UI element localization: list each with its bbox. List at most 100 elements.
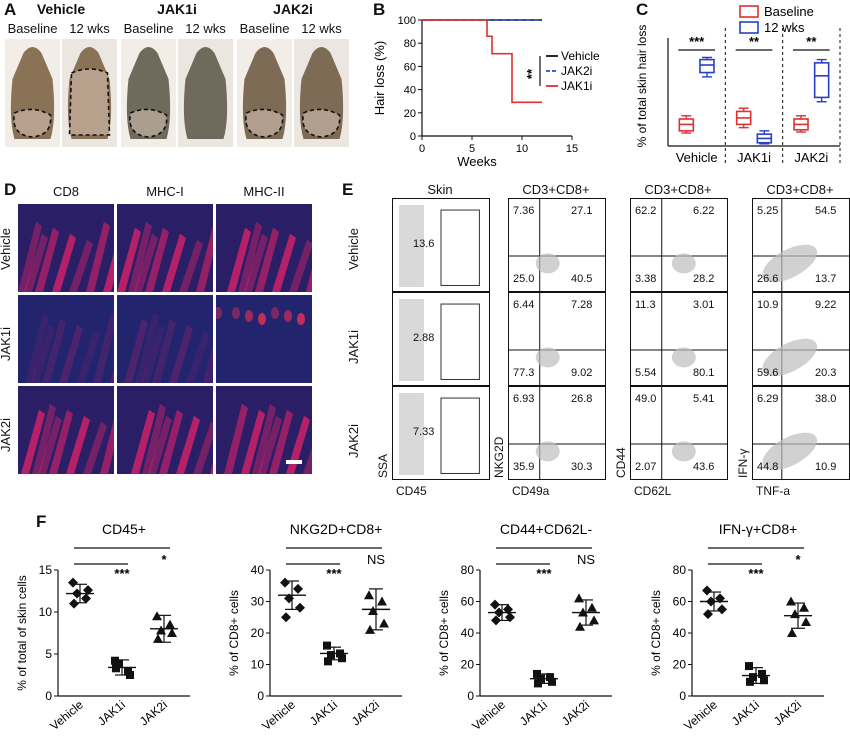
data-point [327, 651, 335, 660]
quadrant-q2: 6.22 [693, 205, 715, 217]
fluorescence-signal [141, 324, 165, 383]
micrograph [18, 386, 114, 474]
group-title: JAK1i [157, 1, 197, 17]
fluorescence-signal [18, 221, 42, 292]
flow-column-title: CD3+CD8+ [766, 182, 834, 197]
y-tick-label: 15 [39, 563, 53, 577]
fluorescence-signal [286, 415, 310, 474]
category-label: JAK2i [349, 698, 382, 729]
quadrant-q1: 62.2 [635, 205, 657, 217]
legend-entry: 12 wks [764, 20, 805, 35]
category-label: JAK1i [307, 698, 340, 729]
y-tick-label: 0 [467, 689, 474, 703]
quadrant-q3: 2.07 [635, 461, 657, 473]
y-tick-label: 5 [45, 647, 52, 661]
data-point [494, 607, 504, 618]
data-point [365, 624, 375, 634]
box [699, 58, 715, 74]
fluorescence-signal [284, 310, 292, 322]
micrograph-svg [216, 295, 312, 383]
fluorescence-signal [216, 307, 222, 319]
fluorescence-signal [193, 421, 213, 474]
category-label: JAK1i [729, 698, 762, 729]
mouse-svg [10, 47, 55, 139]
fluorescence-signal [245, 310, 253, 322]
flow-plot: 6.93 26.8 35.9 30.3 [508, 386, 606, 480]
flow-x-axis-label: CD62L [634, 484, 672, 498]
fluorescence-signal [186, 330, 210, 383]
data-point [505, 612, 515, 623]
timepoint-label: 12 wks [301, 21, 342, 36]
fluorescence-signal [35, 227, 59, 292]
quadrant-q2: 9.22 [815, 299, 837, 311]
data-point [323, 641, 331, 650]
micrograph [216, 204, 312, 292]
fluorescence-signal [86, 221, 110, 292]
flow-plot: 13.6 [392, 198, 490, 292]
hair-loss-boxplot-chart: % of total skin hair loss Vehicle *** JAK1i… [635, 4, 841, 166]
data-point [760, 676, 768, 685]
quadrant-q3: 26.6 [757, 273, 779, 285]
row-label: JAK2i [0, 418, 13, 452]
y-tick-label: 10 [39, 605, 53, 619]
quadrant-q3: 5.54 [635, 367, 657, 379]
category-label: Vehicle [47, 697, 86, 733]
fluorescence-signal [297, 313, 305, 325]
flow-plot: 62.2 6.22 3.38 28.2 [630, 198, 728, 292]
panel-c-label: C [636, 0, 649, 19]
chart-title: CD44+CD62L- [500, 521, 593, 537]
panel-d-label: D [4, 180, 17, 199]
quadrant-q1: 10.9 [757, 299, 779, 311]
scale-bar [286, 460, 302, 464]
hair-loss-outline [129, 108, 168, 138]
micrograph [216, 386, 312, 474]
fluorescence-signal [117, 227, 141, 292]
fluorescence-signal [159, 409, 183, 474]
fluorescence-signal [128, 221, 152, 292]
y-axis-label: Hair loss (%) [372, 41, 387, 115]
data-point [746, 677, 754, 686]
group-title: JAK2i [273, 1, 313, 17]
quadrant-q1: 6.93 [513, 393, 535, 405]
quadrant-q1: 11.3 [635, 299, 656, 311]
fluorescence-signal [269, 409, 293, 474]
fluorescence-signal [232, 307, 240, 319]
significance-label: * [161, 552, 167, 567]
y-tick-label: 40 [673, 626, 687, 640]
flow-y-axis-label: CD44 [614, 447, 628, 478]
fluorescence-signal [244, 233, 268, 292]
fluorescence-signal [76, 330, 100, 383]
flow-y-axis-label: NKG2D [492, 436, 506, 478]
stain-label: MHC-II [243, 184, 285, 199]
y-axis-label: % of CD8+ cells [227, 590, 241, 676]
flow-plot: 2.88 [392, 292, 490, 386]
flow-plot-svg [753, 199, 849, 291]
y-tick-label: 20 [461, 658, 475, 672]
micrograph [117, 204, 213, 292]
data-point [126, 671, 134, 679]
significance-label: NS [367, 552, 385, 567]
fluorescence-signal [196, 225, 213, 292]
fluorescence-signal [169, 324, 193, 383]
y-tick-label: 20 [673, 658, 687, 672]
fluorescence-signal [135, 312, 159, 383]
fluorescence-signal [179, 239, 203, 292]
event-cloud [762, 432, 818, 471]
y-tick-label: 0 [410, 131, 416, 143]
timepoint-label: Baseline [123, 21, 174, 36]
micrograph-svg [117, 386, 213, 474]
data-point [702, 585, 712, 596]
significance-label: *** [689, 34, 705, 49]
significance-label: * [795, 552, 801, 567]
flow-plot-svg [399, 393, 480, 475]
data-point [801, 616, 811, 626]
legend-entry: Vehicle [561, 49, 600, 63]
fluorescence-signal [210, 462, 213, 474]
y-axis-label: % of total skin hair loss [635, 25, 649, 148]
mouse-photo [61, 38, 118, 148]
y-tick-label: 80 [404, 38, 416, 50]
mouse-svg [299, 47, 344, 139]
quadrant-q4: 13.7 [815, 273, 837, 285]
data-point [167, 628, 177, 637]
